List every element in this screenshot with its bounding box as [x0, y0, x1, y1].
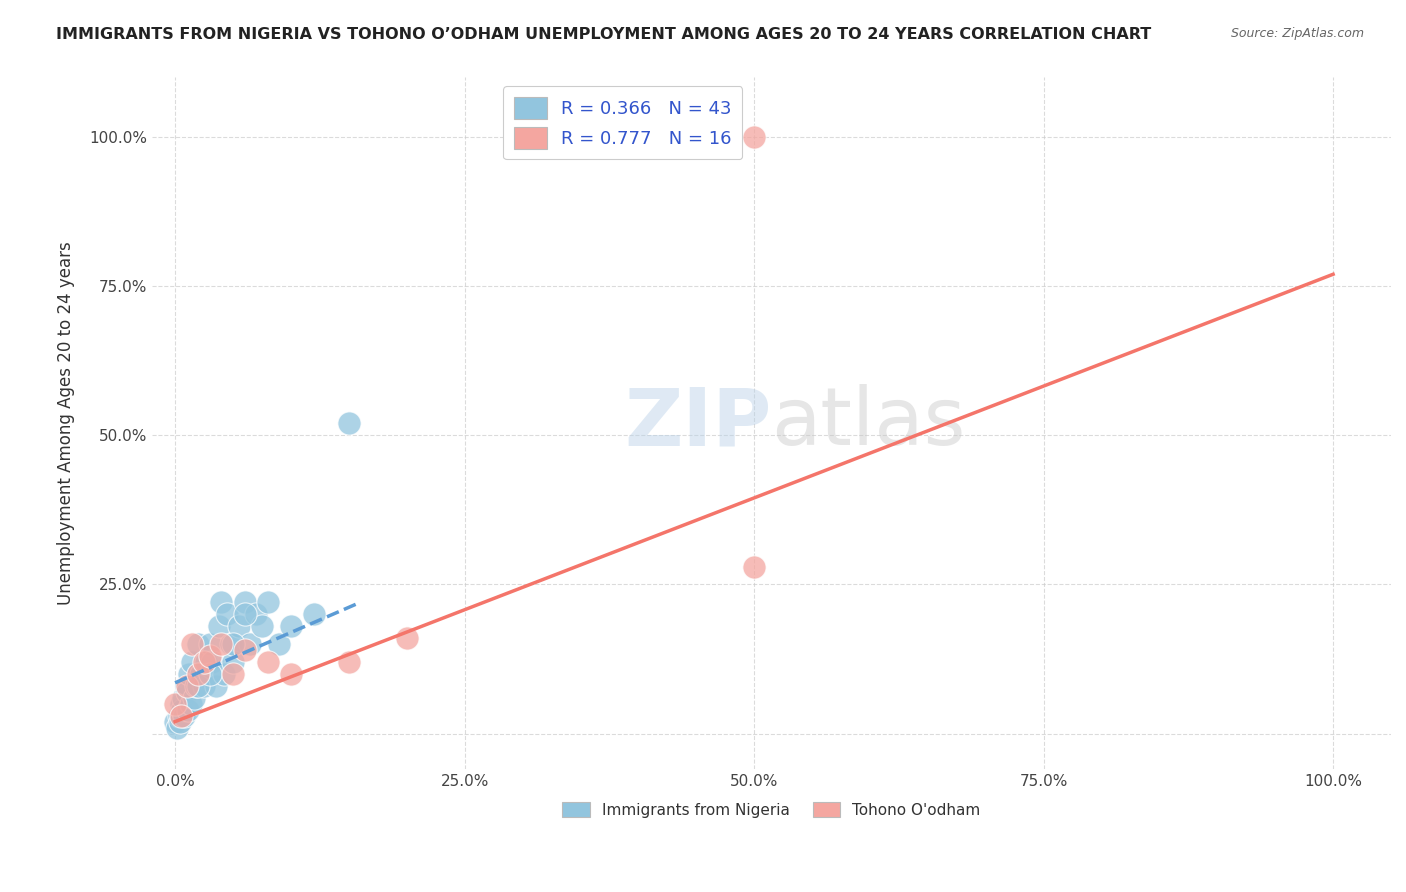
Point	[742, 130, 765, 145]
Point	[217, 607, 239, 622]
Point	[222, 637, 245, 651]
Point	[167, 708, 190, 723]
Point	[180, 697, 202, 711]
Point	[165, 714, 187, 729]
Point	[198, 666, 221, 681]
Point	[256, 595, 278, 609]
Point	[212, 666, 235, 681]
Point	[337, 655, 360, 669]
Point	[193, 679, 215, 693]
Point	[190, 666, 212, 681]
Point	[280, 619, 302, 633]
Point	[201, 655, 224, 669]
Point	[219, 637, 242, 651]
Point	[269, 637, 291, 651]
Point	[228, 619, 250, 633]
Text: ZIP: ZIP	[624, 384, 772, 462]
Point	[209, 595, 232, 609]
Point	[176, 679, 198, 693]
Point	[222, 655, 245, 669]
Point	[193, 655, 215, 669]
Point	[181, 655, 204, 669]
Y-axis label: Unemployment Among Ages 20 to 24 years: Unemployment Among Ages 20 to 24 years	[58, 242, 75, 606]
Point	[198, 648, 221, 663]
Point	[222, 666, 245, 681]
Point	[173, 708, 195, 723]
Point	[166, 721, 188, 735]
Point	[165, 697, 187, 711]
Text: Source: ZipAtlas.com: Source: ZipAtlas.com	[1230, 27, 1364, 40]
Point	[195, 655, 218, 669]
Legend: Immigrants from Nigeria, Tohono O'odham: Immigrants from Nigeria, Tohono O'odham	[557, 796, 987, 824]
Point	[177, 666, 200, 681]
Point	[183, 690, 205, 705]
Text: IMMIGRANTS FROM NIGERIA VS TOHONO O’ODHAM UNEMPLOYMENT AMONG AGES 20 TO 24 YEARS: IMMIGRANTS FROM NIGERIA VS TOHONO O’ODHA…	[56, 27, 1152, 42]
Point	[172, 690, 194, 705]
Point	[256, 655, 278, 669]
Text: atlas: atlas	[772, 384, 966, 462]
Point	[170, 703, 193, 717]
Point	[169, 714, 191, 729]
Point	[174, 679, 197, 693]
Point	[250, 619, 273, 633]
Point	[177, 703, 200, 717]
Point	[176, 685, 198, 699]
Point	[170, 708, 193, 723]
Point	[184, 679, 207, 693]
Point	[395, 631, 418, 645]
Point	[239, 637, 262, 651]
Point	[233, 595, 256, 609]
Point	[198, 637, 221, 651]
Point	[181, 637, 204, 651]
Point	[204, 679, 226, 693]
Point	[337, 417, 360, 431]
Point	[302, 607, 325, 622]
Point	[245, 607, 267, 622]
Point	[233, 643, 256, 657]
Point	[187, 666, 209, 681]
Point	[209, 637, 232, 651]
Point	[187, 679, 209, 693]
Point	[280, 666, 302, 681]
Point	[170, 697, 193, 711]
Point	[208, 619, 231, 633]
Point	[742, 559, 765, 574]
Point	[187, 637, 209, 651]
Point	[233, 607, 256, 622]
